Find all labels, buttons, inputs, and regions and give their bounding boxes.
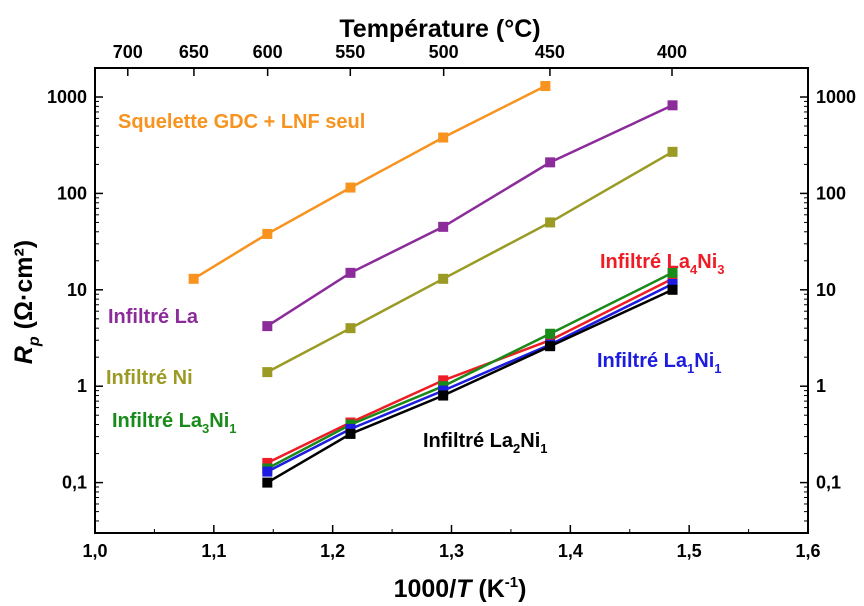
- data-point: [667, 284, 678, 295]
- data-point: [438, 375, 449, 386]
- data-point: [438, 273, 449, 284]
- data-point: [345, 267, 356, 278]
- y-tick-label-right: 1: [816, 376, 826, 396]
- x-tick-label: 1,1: [201, 541, 226, 561]
- x-tick-label: 1,5: [677, 541, 702, 561]
- y-tick-label-left: 100: [57, 183, 87, 203]
- data-point: [667, 100, 678, 111]
- series-label: Infiltré La4Ni3: [600, 251, 724, 277]
- data-point: [262, 466, 273, 477]
- y-tick-label-left: 10: [67, 280, 87, 300]
- plot-frame: [94, 67, 809, 534]
- y-tick-label-left: 0,1: [62, 473, 87, 493]
- y-tick-label-right: 0,1: [816, 473, 841, 493]
- data-point: [345, 323, 356, 334]
- top-tick-label: 450: [535, 42, 565, 62]
- data-point: [667, 273, 678, 284]
- top-tick-label: 550: [335, 42, 365, 62]
- y-tick-label-left: 1: [77, 376, 87, 396]
- top-axis-title: Température (°C): [339, 15, 540, 43]
- data-point: [667, 146, 678, 157]
- data-point: [262, 321, 273, 332]
- data-point: [438, 390, 449, 401]
- data-point: [262, 367, 273, 378]
- data-point: [345, 182, 356, 193]
- x-tick-label: 1,6: [795, 541, 820, 561]
- top-tick-label: 600: [253, 42, 283, 62]
- data-point: [667, 267, 678, 278]
- top-tick-label: 400: [657, 42, 687, 62]
- x-tick-label: 1,3: [439, 541, 464, 561]
- top-tick-label: 700: [113, 42, 143, 62]
- top-tick-label: 650: [179, 42, 209, 62]
- data-point: [545, 157, 556, 168]
- series-label-layer: Squelette GDC + LNF seul Infiltré La Infil…: [106, 111, 724, 456]
- data-point: [262, 477, 273, 488]
- y-axis-title: Rp (Ω·cm²): [10, 240, 43, 364]
- data-point: [545, 328, 556, 339]
- series-label: Infiltré La: [108, 306, 199, 328]
- plot-frame-layer: [94, 67, 809, 534]
- data-point: [545, 341, 556, 352]
- series-label: Infiltré La2Ni1: [423, 430, 547, 456]
- series-label: Squelette GDC + LNF seul: [118, 111, 365, 133]
- data-point: [438, 221, 449, 232]
- series-label: Infiltré La1Ni1: [597, 350, 721, 376]
- tick-layer: 1,0 1,1 1,2 1,3 1,4 1,5 1,6 700 650 600 550 500 450 4…: [47, 42, 856, 561]
- series-line: [266, 104, 674, 328]
- x-tick-label: 1,0: [82, 541, 107, 561]
- y-tick-label-right: 10: [816, 280, 836, 300]
- data-point: [345, 428, 356, 439]
- x-tick-label: 1,2: [320, 541, 345, 561]
- data-point: [540, 81, 551, 92]
- top-tick-label: 500: [429, 42, 459, 62]
- series-label: Infiltré Ni: [106, 367, 193, 389]
- data-point: [262, 457, 273, 468]
- data-point: [667, 278, 678, 289]
- y-tick-label-right: 1000: [816, 87, 856, 107]
- data-point: [188, 273, 199, 284]
- y-tick-label-right: 100: [816, 183, 846, 203]
- x-axis-title: 1000/T (K-1): [394, 574, 527, 603]
- data-point: [438, 132, 449, 143]
- series-line: [266, 288, 674, 484]
- data-point: [262, 228, 273, 239]
- x-tick-label: 1,4: [558, 541, 583, 561]
- series-label: Infiltré La3Ni1: [112, 410, 236, 436]
- series-layer: [188, 81, 678, 488]
- y-tick-label-left: 1000: [47, 87, 87, 107]
- data-point: [545, 217, 556, 228]
